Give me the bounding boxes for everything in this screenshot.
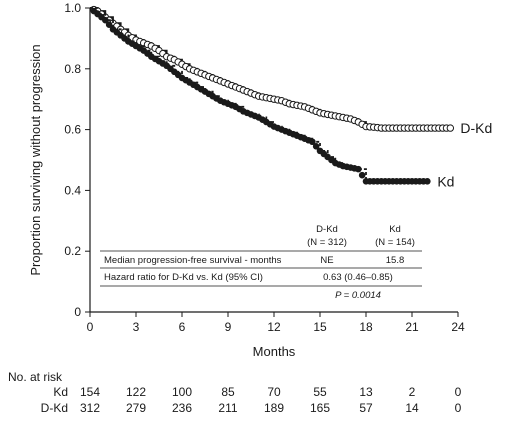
x-axis-label: Months [253, 344, 296, 359]
table-row-median-kd: 15.8 [386, 255, 405, 266]
at-risk-value: 0 [455, 385, 462, 399]
y-tick-label: 0.8 [64, 62, 81, 76]
at-risk-value: 211 [218, 401, 237, 415]
y-tick-label: 0.2 [64, 244, 81, 258]
table-row-median-label: Median progression-free survival - month… [104, 255, 282, 266]
at-risk-row-label: D-Kd [41, 401, 68, 415]
x-axis-ticks: 0 3 6 9 12 15 18 21 24 [87, 312, 465, 334]
at-risk-title: No. at risk [8, 370, 63, 384]
table-p-value: P = 0.0014 [335, 290, 381, 301]
series-kd: Kd [90, 7, 454, 189]
table-header-kd: Kd [389, 224, 401, 235]
at-risk-value: 236 [172, 401, 192, 415]
at-risk-value: 312 [80, 401, 100, 415]
at-risk-value: 2 [409, 385, 416, 399]
x-tick-label: 9 [225, 320, 232, 334]
censor-marker [102, 16, 109, 24]
x-tick-label: 21 [405, 320, 419, 334]
censor-marker [446, 124, 455, 132]
at-risk-row-label: Kd [53, 385, 68, 399]
series-end-label: D-Kd [460, 120, 492, 136]
at-risk-value: 279 [126, 401, 146, 415]
y-axis-label: Proportion surviving without progression [28, 44, 43, 275]
x-tick-label: 18 [359, 320, 373, 334]
censor-marker [105, 21, 113, 29]
table-row-hr-label: Hazard ratio for D-Kd vs. Kd (95% CI) [104, 272, 263, 283]
number-at-risk-table: No. at risk Kd 154 122 100 85 70 55 13 2 0 D-Kd 312… [8, 370, 462, 415]
at-risk-value: 154 [80, 385, 100, 399]
x-tick-label: 24 [451, 320, 465, 334]
y-tick-label: 0.6 [64, 123, 81, 137]
censor-marker [358, 171, 366, 179]
table-row-median-dkd: NE [320, 255, 333, 266]
stats-table: D-Kd (N = 312) Kd (N = 154) Median progr… [100, 224, 422, 301]
x-tick-label: 15 [313, 320, 327, 334]
at-risk-value: 189 [264, 401, 284, 415]
y-tick-label: 0.4 [64, 183, 81, 197]
series-end-label: Kd [437, 173, 454, 189]
table-header-kd-n: (N = 154) [375, 237, 415, 248]
x-tick-label: 3 [133, 320, 140, 334]
x-tick-label: 0 [87, 320, 94, 334]
table-row-hr-value: 0.63 (0.46–0.85) [323, 272, 393, 283]
at-risk-value: 100 [172, 385, 192, 399]
at-risk-value: 13 [359, 385, 373, 399]
at-risk-value: 0 [455, 401, 462, 415]
censor-marker [312, 143, 320, 150]
table-header-dkd-n: (N = 312) [307, 237, 347, 248]
at-risk-value: 165 [310, 401, 330, 415]
table-header-dkd: D-Kd [316, 224, 338, 235]
at-risk-value: 85 [221, 385, 235, 399]
censor-marker [309, 138, 316, 146]
x-tick-label: 12 [267, 320, 281, 334]
censor-marker [424, 177, 431, 185]
at-risk-value: 14 [405, 401, 419, 415]
at-risk-value: 122 [126, 385, 146, 399]
at-risk-value: 55 [313, 385, 327, 399]
censor-marker [355, 165, 362, 173]
at-risk-value: 70 [267, 385, 281, 399]
x-tick-label: 6 [179, 320, 186, 334]
at-risk-value: 57 [359, 401, 373, 415]
y-tick-label: 0 [74, 305, 81, 319]
y-axis-ticks: 0 0.2 0.4 0.6 0.8 1.0 [64, 1, 90, 319]
y-tick-label: 1.0 [64, 1, 81, 15]
series-d-kd: D-Kd [90, 5, 492, 136]
series-line-d-kd [90, 7, 451, 129]
series-layer: D-Kd Kd [90, 5, 492, 189]
